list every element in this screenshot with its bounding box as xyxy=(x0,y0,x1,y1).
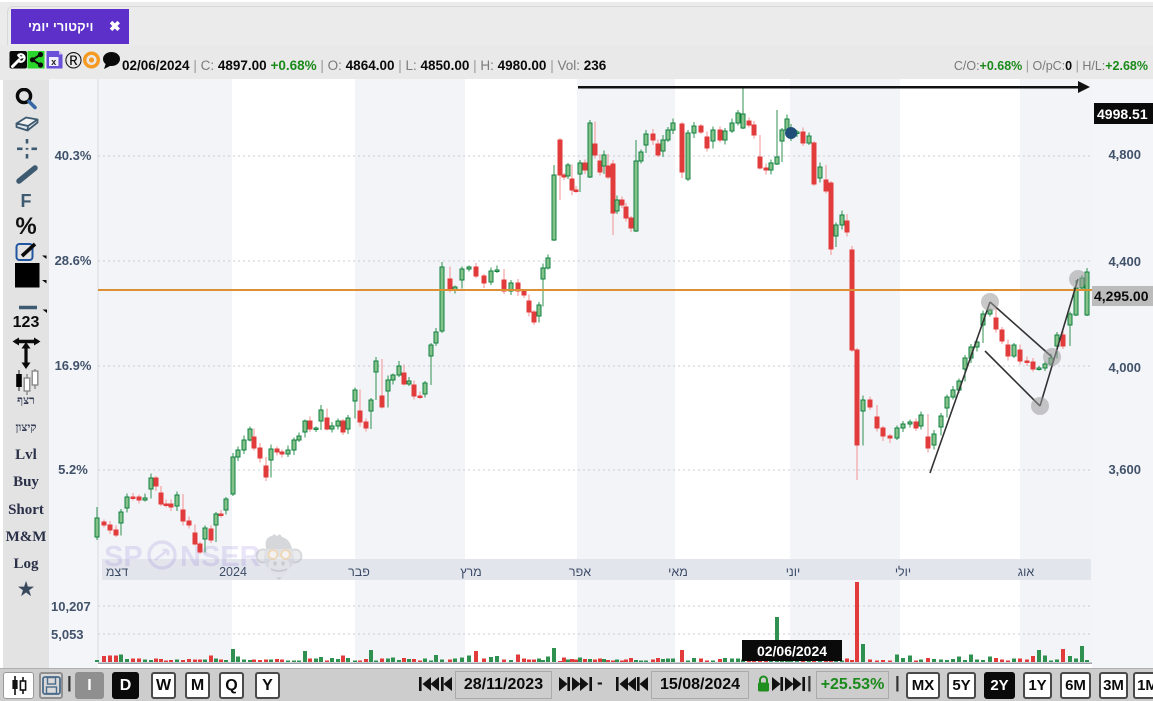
svg-text:4,295.00: 4,295.00 xyxy=(1094,288,1149,304)
svg-text:5,053: 5,053 xyxy=(51,627,84,642)
svg-text:אוג: אוג xyxy=(1018,565,1035,579)
svg-text:28.6%: 28.6% xyxy=(55,253,92,268)
svg-text:16.9%: 16.9% xyxy=(55,358,92,373)
svg-text:5.2%: 5.2% xyxy=(58,462,88,477)
svg-text:2024: 2024 xyxy=(219,565,247,579)
svg-text:מרץ: מרץ xyxy=(460,565,482,579)
svg-text:40.3%: 40.3% xyxy=(55,148,92,163)
svg-text:NSER: NSER xyxy=(180,541,261,573)
svg-text:02/06/2024: 02/06/2024 xyxy=(757,643,827,659)
svg-text:4,800: 4,800 xyxy=(1108,147,1141,162)
svg-text:4998.51: 4998.51 xyxy=(1097,106,1148,122)
svg-text:יולי: יולי xyxy=(895,565,911,579)
svg-text:®: ® xyxy=(65,50,82,73)
svg-text:SP: SP xyxy=(104,541,143,573)
svg-text:3,600: 3,600 xyxy=(1108,462,1141,477)
svg-text:אפר: אפר xyxy=(569,565,591,579)
svg-text:10,207: 10,207 xyxy=(51,599,91,614)
svg-text:דצמ: דצמ xyxy=(106,565,128,579)
svg-text:4,000: 4,000 xyxy=(1108,360,1141,375)
svg-text:4,400: 4,400 xyxy=(1108,254,1141,269)
svg-text:פבר: פבר xyxy=(348,565,370,579)
svg-text:x: x xyxy=(51,57,56,67)
svg-text:מאי: מאי xyxy=(668,565,688,579)
svg-text:יוני: יוני xyxy=(786,565,801,579)
